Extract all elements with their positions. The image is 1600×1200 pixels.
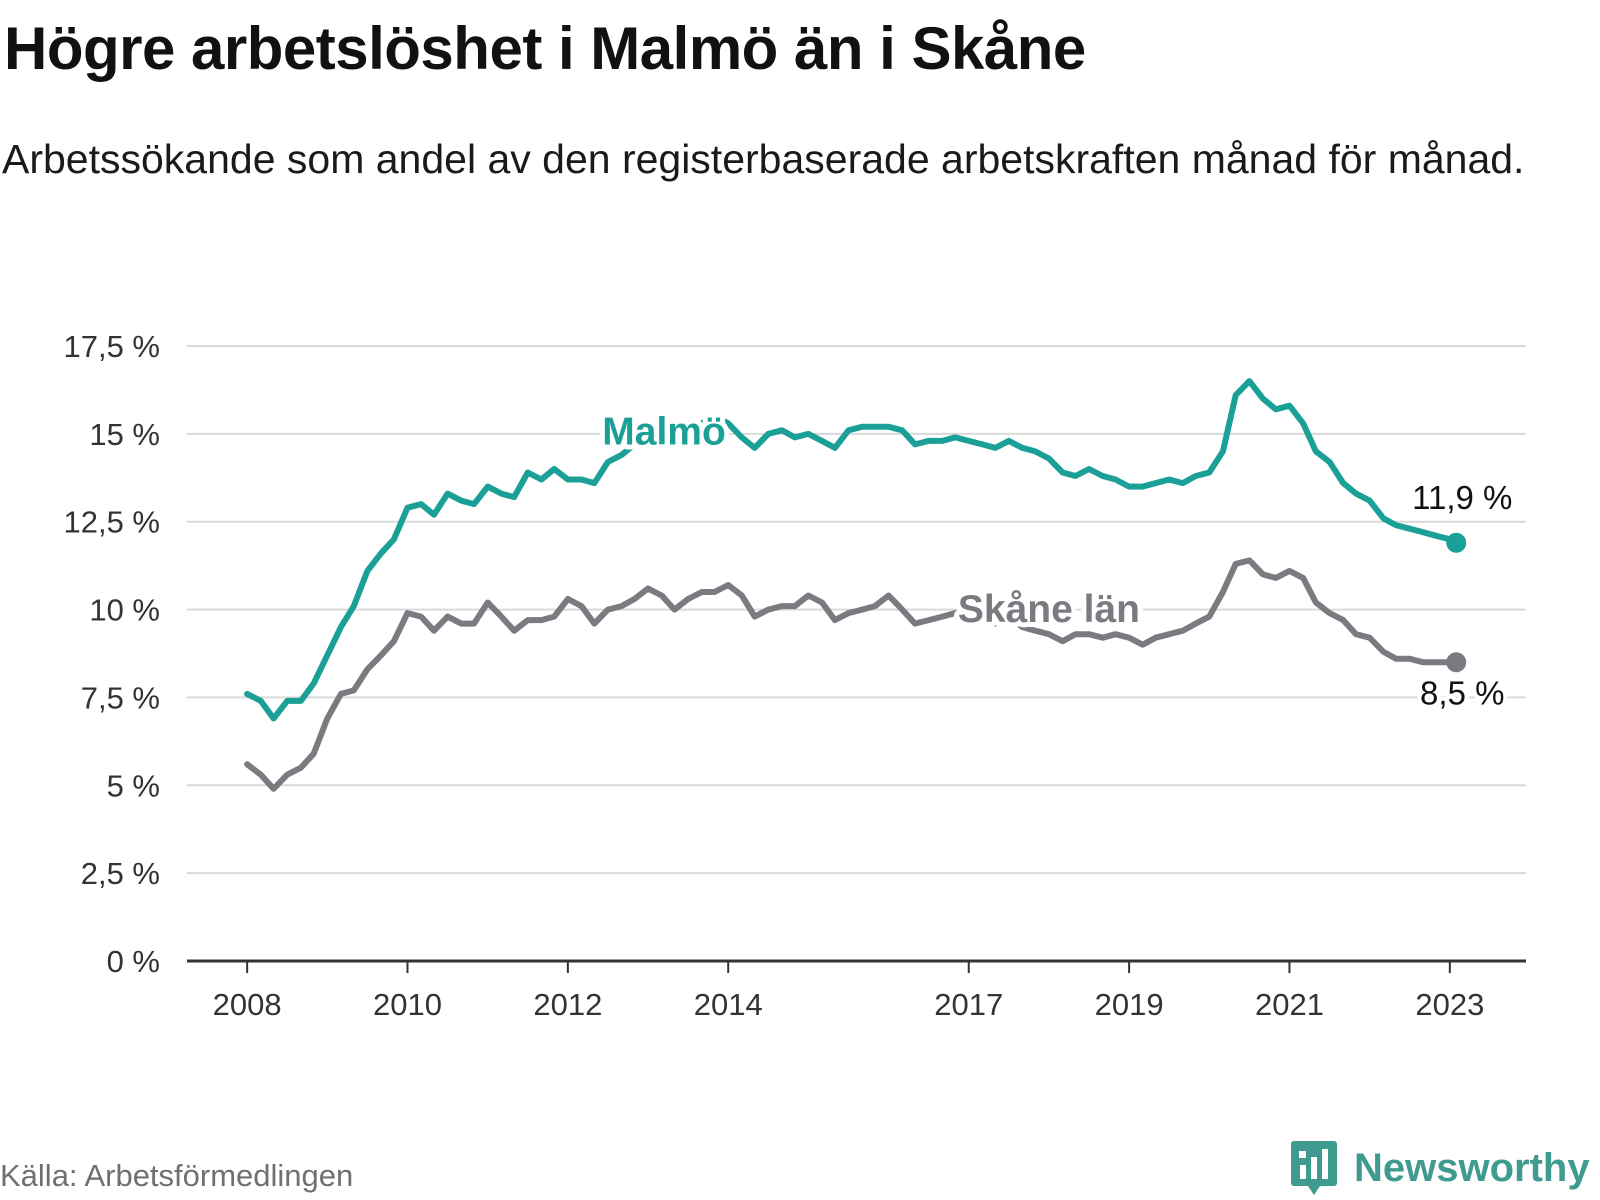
y-tick-label: 5 %	[107, 768, 160, 803]
x-tick-label: 2021	[1255, 987, 1324, 1022]
brand[interactable]: Newsworthy	[1290, 1140, 1590, 1196]
x-tick-label: 2012	[533, 987, 602, 1022]
y-tick-label: 10 %	[89, 593, 160, 628]
x-tick-label: 2008	[213, 987, 282, 1022]
y-tick-label: 7,5 %	[81, 680, 160, 715]
chart-title: Högre arbetslöshet i Malmö än i Skåne	[4, 15, 1086, 82]
line-chart: 0 % 2,5 % 5 % 7,5 % 10 % 12,5 % 15 % 17,5 % 2008…	[63, 329, 1526, 1022]
series-end-label: 8,5 %	[1420, 674, 1504, 711]
source-note: Källa: Arbetsförmedlingen	[0, 1158, 354, 1193]
y-tick-label: 17,5 %	[63, 329, 160, 364]
newsworthy-logo-icon	[1291, 1141, 1337, 1195]
series-line-0	[244, 378, 1460, 722]
series-end-label: 11,9 %	[1412, 479, 1512, 516]
y-tick-label: 12,5 %	[63, 505, 160, 540]
x-tick-label: 2017	[934, 987, 1003, 1022]
x-tick-label: 2019	[1095, 987, 1164, 1022]
series-label-skane: Skåne län	[958, 588, 1140, 631]
y-tick-label: 0 %	[107, 944, 160, 979]
brand-name: Newsworthy	[1354, 1145, 1590, 1190]
x-tick-label: 2010	[373, 987, 442, 1022]
series-end-point	[1446, 532, 1467, 553]
y-tick-label: 15 %	[89, 417, 160, 452]
series-end-point	[1446, 652, 1467, 673]
series-label-malmo: Malmö	[602, 410, 726, 453]
chart-subtitle: Arbetssökande som andel av den registerb…	[2, 136, 1525, 182]
series-line-1	[244, 557, 1460, 792]
y-tick-label: 2,5 %	[81, 856, 160, 891]
x-tick-label: 2023	[1415, 987, 1484, 1022]
x-tick-label: 2014	[694, 987, 763, 1022]
